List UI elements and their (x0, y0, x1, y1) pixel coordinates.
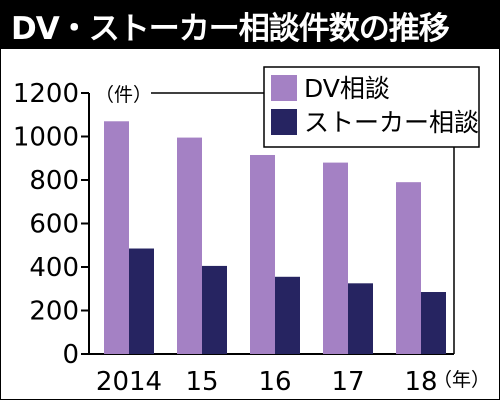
bar-stalker-16 (275, 276, 300, 354)
y-tick-label: 0 (62, 340, 79, 370)
x-axis-ticks: 2014 15 16 17 18 (96, 367, 438, 397)
y-tick-label: 600 (29, 210, 79, 240)
x-tick-label: 17 (331, 367, 364, 397)
y-tick-label: 1200 (13, 79, 79, 109)
y-tick-label: 800 (29, 166, 79, 196)
x-tick-label: 18 (404, 367, 437, 397)
legend-label: DV相談 (304, 74, 390, 103)
bar-dv-18 (396, 182, 421, 354)
y-tick-label: 1000 (13, 123, 79, 153)
y-axis-ticks: 0 200 400 600 800 1000 1200 (13, 79, 89, 370)
bar-dv-2014 (104, 121, 129, 355)
y-axis-unit: （件） (95, 84, 152, 106)
bar-stalker-17 (348, 283, 373, 354)
x-tick-label: 16 (258, 367, 291, 397)
y-tick-label: 400 (29, 253, 79, 283)
bars (104, 121, 446, 355)
bar-dv-16 (250, 154, 275, 354)
bar-dv-17 (323, 162, 348, 354)
bar-stalker-2014 (129, 248, 154, 354)
x-tick-label: 2014 (96, 367, 162, 397)
legend-swatch (271, 75, 297, 101)
bar-dv-15 (177, 137, 202, 354)
x-tick-label: 15 (185, 367, 218, 397)
x-axis-unit: （年） (433, 369, 490, 391)
bar-stalker-15 (202, 265, 227, 354)
chart-title: DV・ストーカー相談件数の推移 (1, 1, 499, 49)
y-tick-label: 200 (29, 297, 79, 327)
bar-stalker-18 (421, 292, 446, 354)
legend-swatch (271, 109, 297, 135)
legend-box (263, 66, 480, 148)
legend-label: ストーカー相談 (304, 108, 479, 137)
